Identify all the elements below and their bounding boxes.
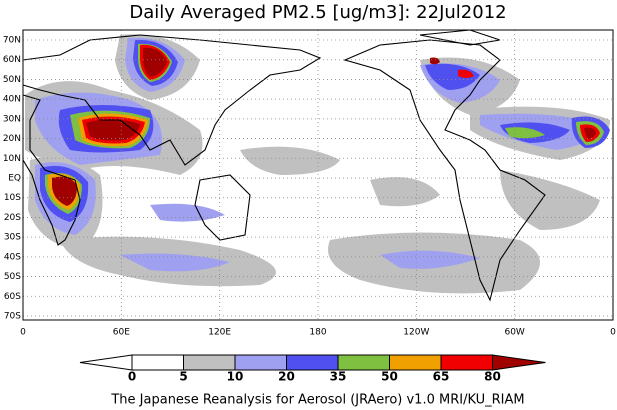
colorbar-under: [79, 354, 133, 371]
lat-label: 10S: [4, 193, 21, 203]
colorbar-label: 80: [484, 370, 501, 384]
colorbar-bin: [131, 354, 184, 371]
lat-label: 20N: [3, 134, 21, 144]
lon-label: 0: [20, 328, 26, 338]
lat-label: 30N: [3, 114, 21, 124]
lat-label: 40N: [3, 95, 21, 105]
lat-label: 20S: [4, 213, 21, 223]
title: Daily Averaged PM2.5 [ug/m3]: 22Jul2012: [129, 2, 506, 23]
lat-label: 70S: [4, 312, 21, 322]
colorbar-bin: [234, 354, 287, 371]
lon-label: 120E: [208, 328, 231, 338]
colorbar-label: 35: [330, 370, 347, 384]
lat-label: 70N: [3, 36, 21, 46]
lon-label: 60E: [113, 328, 130, 338]
colorbar-bin: [337, 354, 390, 371]
lat-label: 50N: [3, 75, 21, 85]
lat-label: EQ: [8, 174, 21, 184]
lon-label: 120W: [403, 328, 429, 338]
colorbar-label: 50: [381, 370, 398, 384]
colorbar-bin: [286, 354, 339, 371]
colorbar: 0 5 10 20 35 50 65 80: [79, 354, 546, 384]
colorbar-label: 65: [433, 370, 450, 384]
lon-label: 60W: [504, 328, 524, 338]
colorbar-bin: [183, 354, 236, 371]
colorbar-bin: [389, 354, 442, 371]
lon-label: 0: [610, 328, 616, 338]
colorbar-label: 5: [179, 370, 187, 384]
lat-label: 40S: [4, 252, 21, 262]
lat-label: 60N: [3, 55, 21, 65]
coastlines: [22, 29, 546, 302]
colorbar-label: 20: [278, 370, 295, 384]
colorbar-bin: [440, 354, 493, 371]
footer: The Japanese Reanalysis for Aerosol (JRA…: [110, 393, 524, 408]
colorbar-label: 0: [128, 370, 136, 384]
lon-label: 180: [309, 328, 326, 338]
lat-label: 10N: [3, 154, 21, 164]
colorbar-label: 10: [227, 370, 244, 384]
lat-label: 50S: [4, 272, 21, 282]
colorbar-over: [492, 354, 546, 371]
lat-label: 60S: [4, 292, 21, 302]
map-frame: [22, 29, 614, 321]
lat-label: 30S: [4, 233, 21, 243]
axis-labels: 70N 60N 50N 40N 30N 20N 10N EQ 10S 20S 30S 40S 50S 60…: [3, 36, 616, 338]
